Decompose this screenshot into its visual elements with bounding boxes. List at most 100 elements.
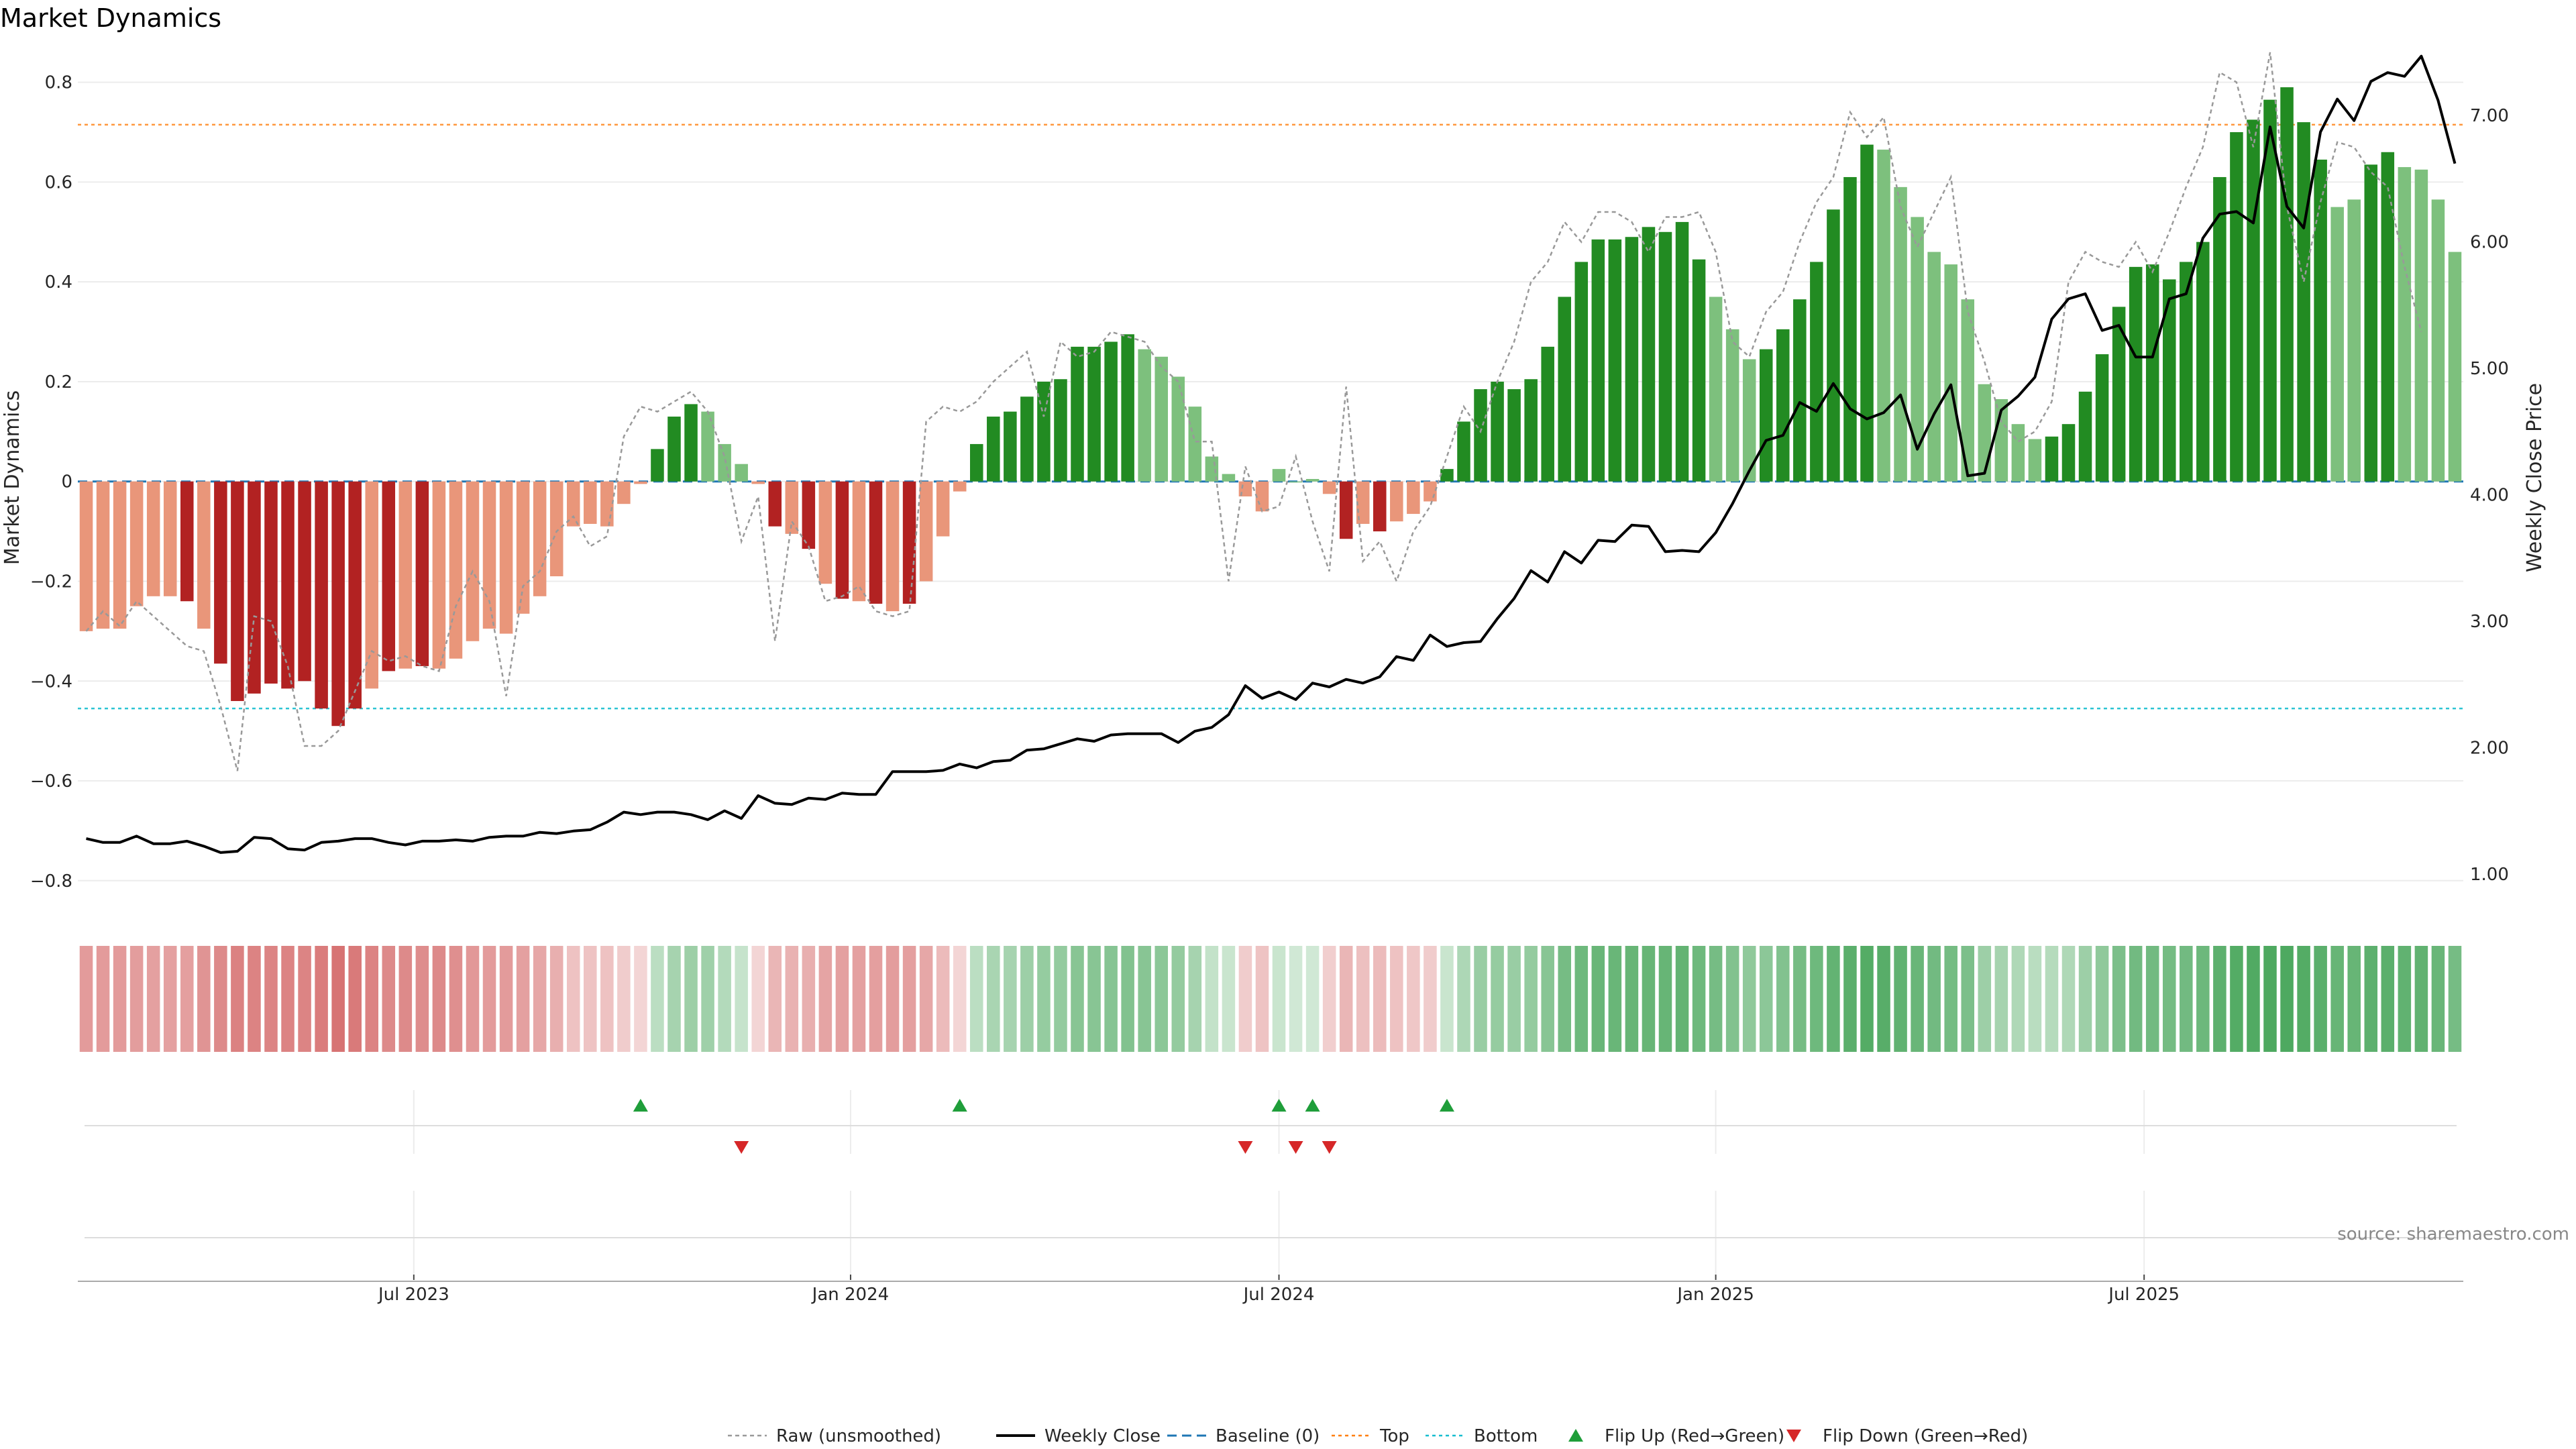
bar (2180, 262, 2193, 482)
bar (2297, 122, 2310, 482)
bar (751, 481, 765, 484)
bar (1692, 259, 1706, 482)
heat-cell (2398, 946, 2412, 1052)
bar (1121, 334, 1134, 482)
heat-cell (1004, 946, 1017, 1052)
heat-cell (398, 946, 413, 1052)
bar (1356, 481, 1370, 524)
heat-cell (1625, 946, 1639, 1052)
heat-cell (1457, 946, 1470, 1052)
heat-cell (1709, 946, 1723, 1052)
heat-cell (1054, 946, 1067, 1052)
heat-cell (1961, 946, 1975, 1052)
bar (1675, 221, 1689, 482)
flip-up-marker (1305, 1099, 1320, 1112)
bar (1574, 262, 1589, 482)
bar (180, 481, 194, 602)
heat-cell (197, 946, 211, 1052)
heat-cell (2414, 946, 2428, 1052)
bar (684, 404, 698, 482)
heat-cell (1104, 946, 1118, 1052)
legend-swatch (1786, 1430, 1801, 1442)
bar (701, 411, 714, 482)
bar (1255, 481, 1269, 512)
bar (1709, 297, 1723, 482)
heat-cell (1692, 946, 1706, 1052)
bar (2145, 264, 2159, 482)
bar (1171, 376, 1185, 482)
bar (1054, 379, 1067, 482)
bar (113, 481, 127, 629)
heat-cell (634, 946, 647, 1052)
bar (1507, 389, 1521, 482)
heat-cell (2196, 946, 2210, 1052)
heat-cell (1205, 946, 1219, 1052)
heat-cell (348, 946, 362, 1052)
bar (835, 481, 849, 599)
heat-cell (1071, 946, 1084, 1052)
bar (2448, 252, 2462, 482)
y-tick-label: 0.2 (45, 372, 72, 392)
heat-cell (1675, 946, 1689, 1052)
heat-cell (818, 946, 833, 1052)
heat-cell (1558, 946, 1572, 1052)
heat-cell (1944, 946, 1957, 1052)
bar (231, 481, 244, 702)
bar (1322, 481, 1336, 494)
bar (2247, 119, 2260, 482)
x-tick-label: Jul 2023 (377, 1285, 449, 1305)
y-tick-label: −0.6 (30, 771, 72, 792)
legend-label: Raw (unsmoothed) (776, 1426, 941, 1446)
heat-cell (2280, 946, 2294, 1052)
bar (398, 481, 413, 669)
heat-cell (466, 946, 480, 1052)
bar (2213, 176, 2226, 482)
heat-cell (2381, 946, 2395, 1052)
bar (852, 481, 866, 602)
bar (2028, 439, 2042, 482)
bar (651, 449, 664, 482)
heat-cell (902, 946, 916, 1052)
bar (1305, 479, 1320, 482)
heat-cell (129, 946, 144, 1052)
heat-cell (1138, 946, 1151, 1052)
heat-cell (651, 946, 664, 1052)
reference-lines (78, 123, 2463, 710)
bar (298, 481, 311, 682)
heat-cell (449, 946, 463, 1052)
bar (600, 481, 614, 527)
heat-cell (1037, 946, 1051, 1052)
heat-cell (751, 946, 765, 1052)
bar (953, 481, 967, 492)
flip-up-marker (633, 1099, 648, 1112)
bar (1759, 349, 1773, 482)
bar (2314, 159, 2327, 482)
heat-cell (2330, 946, 2344, 1052)
bar (1339, 481, 1353, 539)
heat-cell (79, 946, 93, 1052)
bar (1222, 474, 1236, 482)
heat-cell (2448, 946, 2462, 1052)
heat-cell (1608, 946, 1622, 1052)
bar (1188, 407, 1202, 482)
bar (1978, 384, 1992, 482)
bar (987, 417, 1000, 482)
dynamics-bars (79, 87, 2462, 727)
bar (1827, 209, 1840, 482)
heat-cell (180, 946, 194, 1052)
left-y-axis: 0.8 0.6 0.4 0.2 0 −0.2 −0.4 −0.6 −0.8 (30, 73, 72, 892)
bar (2011, 424, 2025, 482)
heat-cell (365, 946, 379, 1052)
bar (1474, 389, 1487, 482)
heat-cell (482, 946, 496, 1052)
heat-cell (1305, 946, 1320, 1052)
heat-cell (2011, 946, 2025, 1052)
x-tick-label: Jul 2024 (1242, 1285, 1315, 1305)
flip-up-marker (1271, 1099, 1287, 1112)
flip-down-marker (1238, 1141, 1253, 1154)
bar (869, 481, 883, 604)
bar (2263, 99, 2277, 482)
legend-item: Bottom (1426, 1426, 1538, 1446)
heat-cell (1171, 946, 1185, 1052)
legend-item: Flip Down (Green→Red) (1786, 1426, 2028, 1446)
